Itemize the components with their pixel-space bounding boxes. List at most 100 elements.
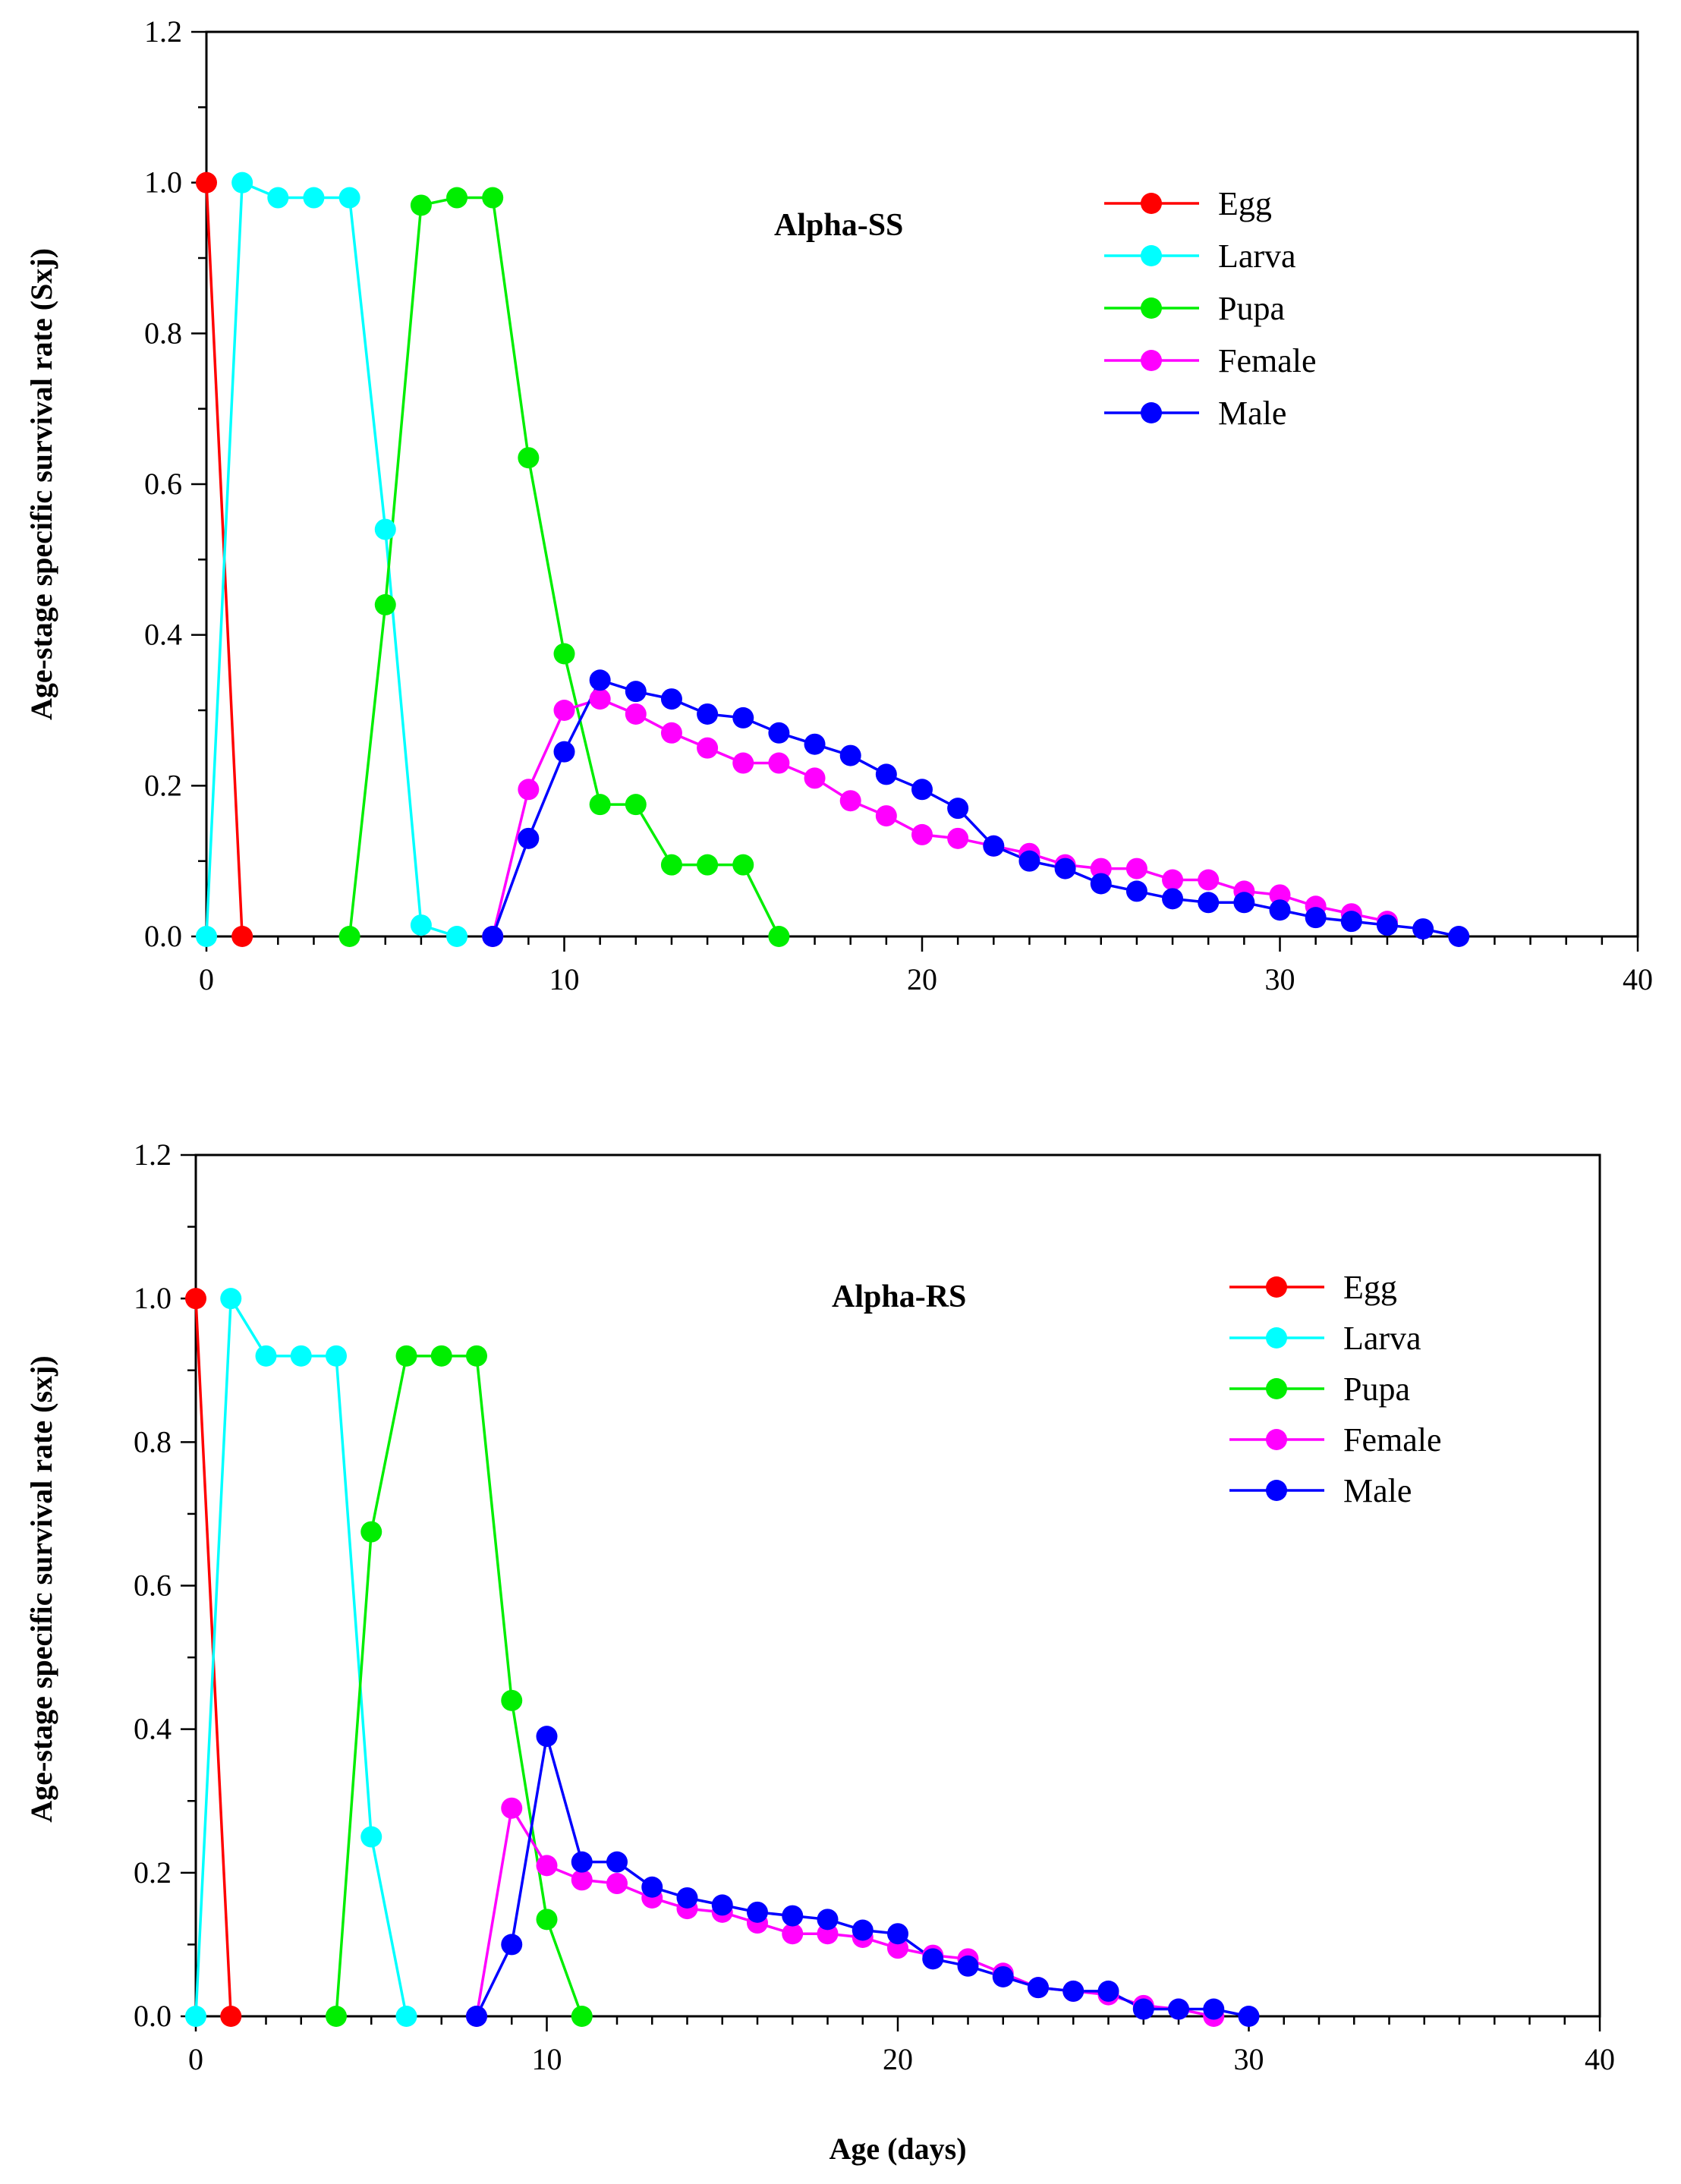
data-point-female [589,688,611,710]
series-line-female [475,1804,1214,2018]
y-tick-label: 0.0 [134,1999,172,2033]
data-point-pupa [410,194,432,216]
data-point-male [1097,1980,1119,2002]
series-line-pupa [335,1355,584,2017]
data-point-female [732,752,754,774]
data-point-male [852,1919,874,1941]
data-point-male [1203,1998,1225,2020]
data-point-female [518,779,540,801]
data-point-female [782,1923,804,1945]
data-point-male [1269,899,1291,921]
data-point-male [747,1901,768,1923]
legend-marker [1141,297,1162,319]
legend-marker [1141,402,1162,423]
x-tick-label: 40 [1623,962,1653,996]
data-point-male [804,733,826,755]
x-tick-label: 40 [1585,2042,1615,2076]
legend-marker [1141,245,1162,266]
x-tick-label: 0 [199,962,214,996]
data-point-male [768,722,790,744]
legend-marker [1266,1327,1287,1348]
data-point-female [571,1869,593,1891]
data-point-male [536,1726,558,1748]
legend-marker [1266,1276,1287,1298]
data-point-male [1376,914,1398,936]
data-point-larva [326,1345,347,1367]
data-point-larva [220,1288,242,1310]
data-point-male [1448,926,1470,947]
data-point-pupa [732,854,754,876]
data-point-larva [446,926,468,947]
legend-label: Larva [1343,1320,1421,1357]
y-tick-label: 1.0 [134,1281,172,1315]
data-point-egg [231,926,253,947]
y-tick-label: 0.2 [134,1855,172,1890]
y-tick-label: 0.4 [134,1712,172,1746]
data-point-male [1238,2006,1260,2027]
data-point-female [1125,858,1147,880]
data-point-female [660,722,682,744]
y-tick-label: 0.8 [144,316,182,350]
legend-label: Female [1218,342,1317,379]
x-tick-label: 0 [188,2042,203,2076]
x-tick-label: 30 [1265,962,1295,996]
data-point-male [875,763,897,785]
legend: Egg Larva Pupa Female Male [1229,1269,1442,1509]
data-point-larva [410,914,432,936]
series-line-larva [205,181,458,938]
legend-marker [1141,193,1162,214]
data-point-egg [196,172,217,194]
data-point-male [1198,892,1220,914]
data-point-larva [360,1826,382,1848]
axis-ticks: 0 10 20 30 40 0.0 0.2 0.4 0.6 0.8 1.0 1.2 [134,1138,1615,2076]
data-point-larva [185,2006,206,2027]
legend-label: Pupa [1343,1371,1410,1408]
x-tick-label: 20 [907,962,937,996]
data-point-male [697,703,719,725]
legend-label: Pupa [1218,290,1285,327]
data-point-male [1132,1998,1154,2020]
data-point-pupa [518,447,540,469]
data-point-pupa [395,1345,417,1367]
data-point-pupa [360,1521,382,1543]
data-point-male [1305,907,1327,929]
series-line-male [491,678,1459,938]
panel-label: Alpha-RS [832,1279,966,1314]
data-point-male [983,835,1005,857]
data-point-male [911,779,933,801]
data-point-female [697,737,719,759]
data-point-male [1168,1998,1189,2020]
panel-label: Alpha-SS [774,208,903,243]
series-line-larva [194,1294,408,2017]
data-point-male [482,926,504,947]
chart-panel-alpha-ss: Alpha-SS Age-stage specific survival rat… [24,14,1653,996]
data-point-male [1090,873,1112,895]
data-point-male [466,2006,487,2027]
series-line-pupa [348,196,780,937]
data-point-larva [231,172,253,194]
legend-label: Female [1343,1421,1442,1459]
data-point-female [804,767,826,789]
data-point-larva [267,187,289,209]
data-point-male [501,1934,523,1956]
data-point-male [1162,888,1184,910]
data-point-male [732,706,754,729]
data-point-male [553,741,575,763]
data-point-male [676,1887,698,1909]
data-point-male [922,1948,944,1970]
data-point-pupa [768,926,790,947]
data-point-pupa [338,926,360,947]
x-tick-label: 30 [1234,2042,1264,2076]
axis-ticks: 0 10 20 30 40 0.0 0.2 0.4 0.6 0.8 1.0 1.2 [144,14,1653,996]
data-point-male [1233,892,1255,914]
data-point-male [957,1955,979,1977]
data-point-male [571,1851,593,1873]
data-point-pupa [589,794,611,816]
data-point-female [911,823,933,845]
legend-marker [1266,1480,1287,1501]
data-point-pupa [553,643,575,665]
legend-item-female: Female [1104,342,1317,379]
y-tick-label: 0.4 [144,618,182,652]
data-point-male [625,681,647,703]
data-point-male [947,798,969,820]
